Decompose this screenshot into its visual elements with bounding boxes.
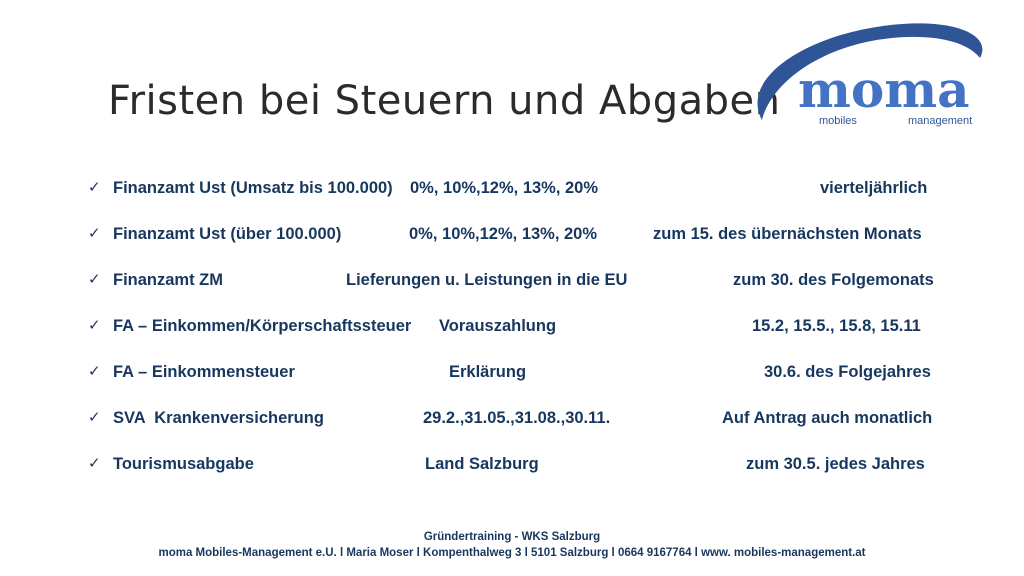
row-detail: Lieferungen u. Leistungen in die EU: [346, 271, 628, 289]
moma-logo: moma mobiles management: [757, 23, 983, 127]
row-deadline: zum 15. des übernächsten Monats: [653, 225, 922, 243]
logo-subtext-management: management: [908, 115, 972, 127]
row-label: Finanzamt Ust (Umsatz bis 100.000): [113, 179, 393, 197]
checkmark-icon: ✓: [88, 179, 101, 196]
list-item: ✓ Tourismusabgabe Land Salzburg zum 30.5…: [0, 451, 1024, 477]
row-deadline: zum 30.5. jedes Jahres: [746, 455, 925, 473]
checkmark-icon: ✓: [88, 225, 101, 242]
row-deadline: 15.2, 15.5., 15.8, 15.11: [752, 317, 921, 335]
row-label: FA – Einkommen/Körperschaftssteuer: [113, 317, 412, 335]
row-deadline: zum 30. des Folgemonats: [733, 271, 934, 289]
row-detail: 29.2.,31.05.,31.08.,30.11.: [423, 409, 611, 427]
logo-wordmark: moma: [798, 60, 970, 119]
row-deadline: Auf Antrag auch monatlich: [722, 409, 933, 427]
row-label: Tourismusabgabe: [113, 455, 254, 473]
logo-subtext-mobiles: mobiles: [819, 115, 857, 127]
row-deadline: vierteljährlich: [820, 179, 928, 197]
list-item: ✓ Finanzamt Ust (über 100.000) 0%, 10%,1…: [0, 221, 1024, 247]
logo-swoosh-shape: [757, 23, 983, 120]
row-label: Finanzamt ZM: [113, 271, 223, 289]
row-detail: Erklärung: [449, 363, 527, 381]
list-item: ✓ Finanzamt Ust (Umsatz bis 100.000) 0%,…: [0, 175, 1024, 201]
footer-line-1: Gründertraining - WKS Salzburg: [423, 531, 601, 543]
page-title: Fristen bei Steuern und Abgaben: [108, 78, 781, 124]
row-deadline: 30.6. des Folgejahres: [764, 363, 931, 381]
list-item: ✓ FA – Einkommen/Körperschaftssteuer Vor…: [0, 313, 1024, 339]
footer-line-2: moma Mobiles-Management e.U. l Maria Mos…: [158, 547, 866, 559]
row-label: FA – Einkommensteuer: [113, 363, 295, 381]
list-item: ✓ FA – Einkommensteuer Erklärung 30.6. d…: [0, 359, 1024, 385]
checkmark-icon: ✓: [88, 271, 101, 288]
row-label: SVA Krankenversicherung: [113, 409, 324, 427]
row-detail: Vorauszahlung: [439, 317, 557, 335]
checkmark-icon: ✓: [88, 317, 101, 334]
row-detail: Land Salzburg: [425, 455, 539, 473]
row-label: Finanzamt Ust (über 100.000): [113, 225, 342, 243]
checkmark-icon: ✓: [88, 409, 101, 426]
list-item: ✓ SVA Krankenversicherung 29.2.,31.05.,3…: [0, 405, 1024, 431]
checkmark-icon: ✓: [88, 363, 101, 380]
checkmark-icon: ✓: [88, 455, 101, 472]
row-detail: 0%, 10%,12%, 13%, 20%: [409, 225, 598, 243]
list-item: ✓ Finanzamt ZM Lieferungen u. Leistungen…: [0, 267, 1024, 293]
row-detail: 0%, 10%,12%, 13%, 20%: [410, 179, 599, 197]
